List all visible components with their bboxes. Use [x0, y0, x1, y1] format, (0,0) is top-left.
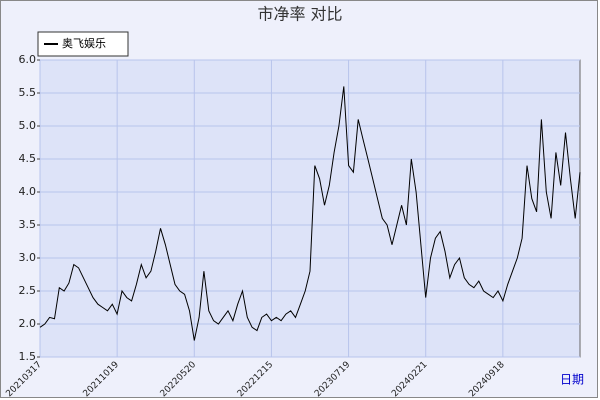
y-tick-label: 2.5 [19, 284, 37, 297]
y-tick-label: 3.0 [19, 251, 37, 264]
y-tick-label: 4.5 [19, 152, 37, 165]
y-tick-label: 3.5 [19, 218, 37, 231]
plot-area [39, 59, 581, 358]
y-tick-label: 1.5 [19, 350, 37, 363]
y-tick-label: 5.0 [19, 119, 37, 132]
y-tick-label: 5.5 [19, 86, 37, 99]
y-tick-label: 4.0 [19, 185, 37, 198]
series-line [39, 86, 581, 341]
chart-title: 市净率 对比 [257, 5, 342, 24]
legend-label: 奥飞娱乐 [62, 36, 106, 50]
y-tick-label: 6.0 [19, 53, 37, 66]
y-tick-label: 2.0 [19, 317, 37, 330]
x-axis-label: 日期 [560, 373, 584, 387]
